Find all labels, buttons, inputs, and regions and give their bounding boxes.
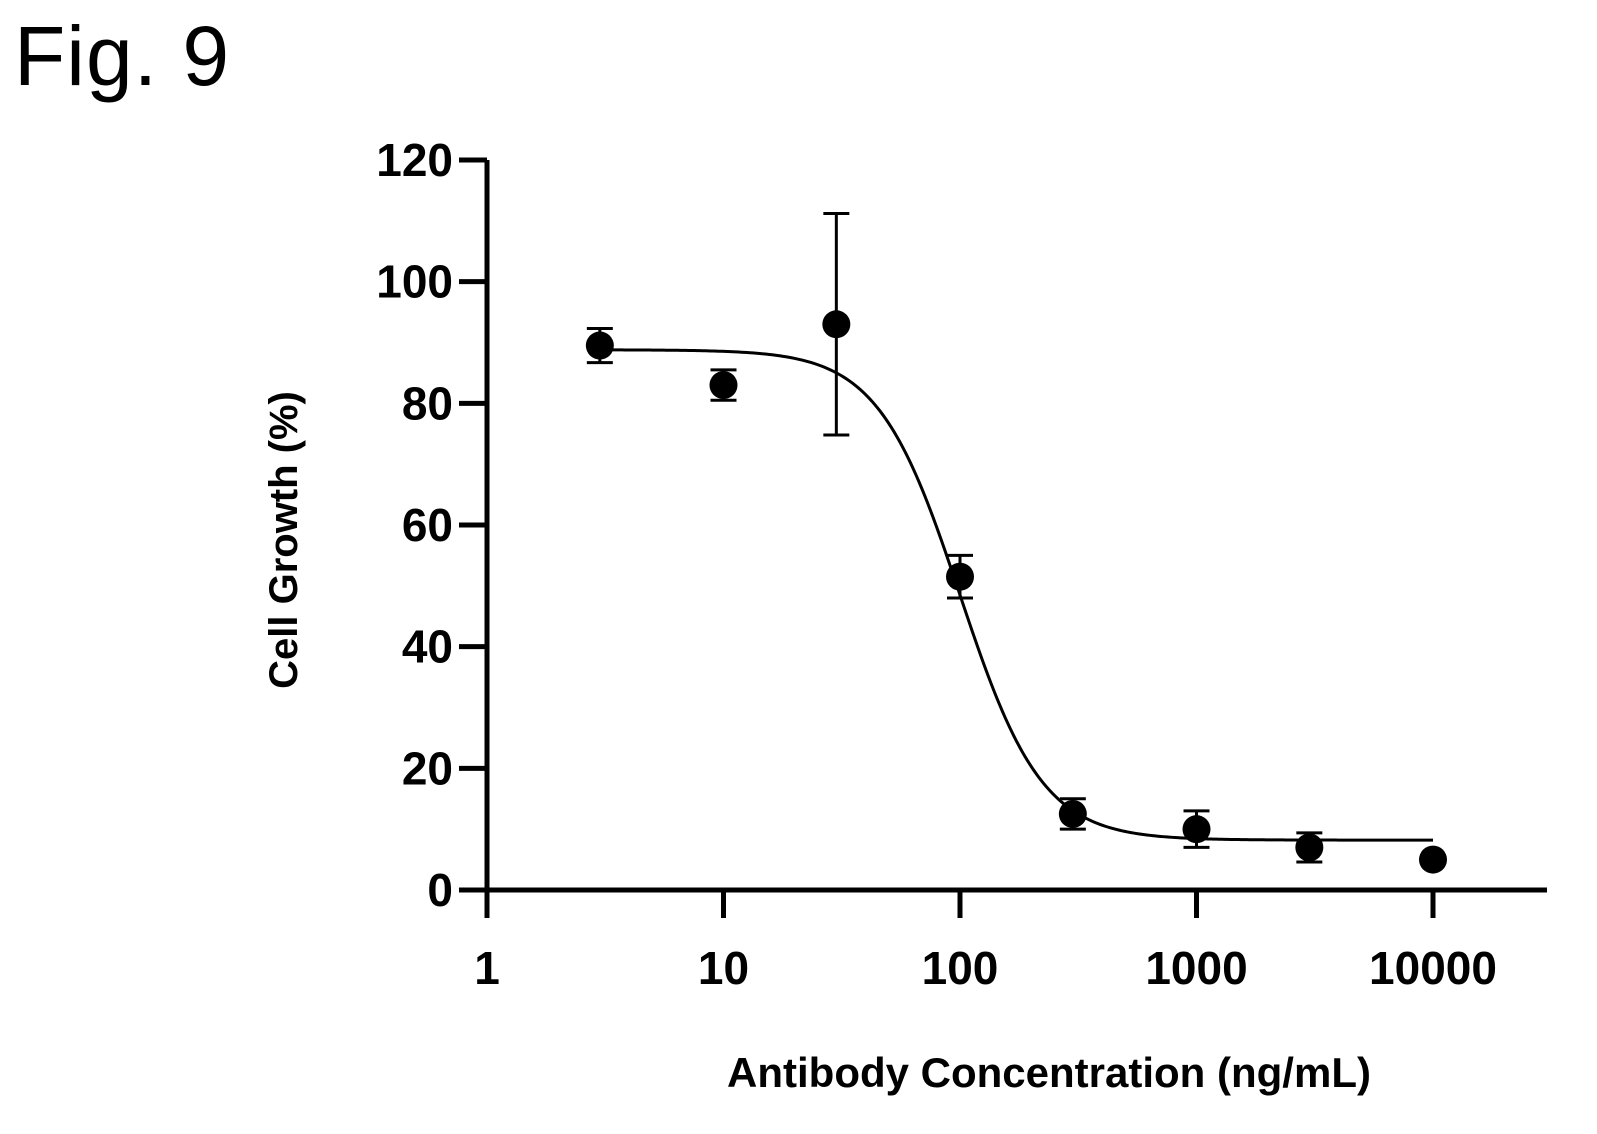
y-tick-label: 20 (402, 742, 453, 794)
y-tick-label: 120 (376, 134, 453, 186)
data-point (1419, 845, 1447, 874)
y-tick-label: 60 (402, 499, 453, 551)
data-point (946, 562, 974, 591)
data-point (585, 331, 614, 360)
data-point (1182, 815, 1211, 844)
data-point (1295, 833, 1324, 862)
y-tick-label: 40 (402, 621, 453, 673)
x-tick-label: 10000 (1369, 942, 1497, 994)
x-tick-label: 1 (474, 942, 500, 994)
x-tick-label: 100 (922, 942, 999, 994)
data-point (822, 310, 851, 339)
x-tick-label: 10 (698, 942, 749, 994)
y-tick-label: 80 (402, 377, 453, 429)
fit-curve-line (599, 348, 1433, 842)
x-axis-label: Antibody Concentration (ng/mL) (727, 1049, 1371, 1096)
fit-curve-group (599, 348, 1433, 842)
data-point (709, 371, 738, 400)
data-point (1058, 799, 1087, 828)
x-tick-label: 1000 (1145, 942, 1247, 994)
y-tick-label: 100 (376, 256, 453, 308)
y-tick-label: 0 (427, 864, 453, 916)
data-points-group (585, 212, 1447, 874)
figure-label: Fig. 9 (14, 9, 231, 103)
y-axis-label: Cell Growth (%) (262, 391, 306, 689)
